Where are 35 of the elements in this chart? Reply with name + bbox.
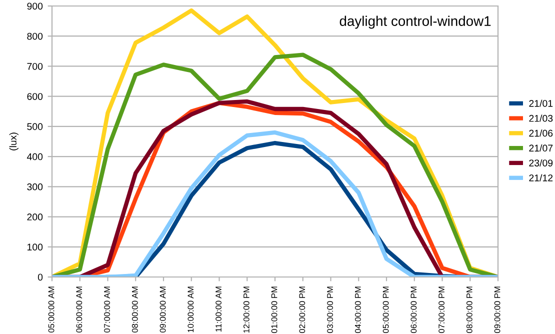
x-tick-label: 07:00:00 PM	[438, 286, 444, 333]
y-tick-label: 500	[27, 123, 43, 130]
x-tick-label: 09:00:00 AM	[160, 286, 166, 332]
legend-label: 21/03	[529, 114, 553, 122]
y-tick-label: 300	[27, 183, 43, 190]
y-tick-label: 600	[27, 93, 43, 100]
x-tick-label: 07:00:00 AM	[104, 286, 110, 332]
y-tick-label: 700	[27, 62, 43, 70]
x-tick-label: 03:00:00 PM	[327, 286, 333, 333]
legend-label: 21/06	[529, 130, 553, 137]
legend-label: 21/12	[529, 174, 553, 182]
x-tick-label: 01:00:00 PM	[271, 286, 278, 333]
x-tick-label: 08:00:00 AM	[132, 286, 138, 332]
x-tick-label: 12:00:00 PM	[243, 286, 250, 333]
y-tick-label: 800	[27, 32, 43, 40]
y-tick-label: 0	[38, 274, 43, 281]
legend-label: 21/07	[529, 144, 553, 152]
x-tick-label: 06:00:00 PM	[410, 286, 417, 333]
legend-label: 23/09	[529, 159, 553, 166]
x-tick-label: 09:00:00 PM	[494, 286, 500, 333]
y-axis-title: (lux)	[9, 132, 18, 150]
x-tick-label: 02:00:00 PM	[299, 286, 306, 333]
y-tick-label: 400	[26, 153, 43, 160]
x-tick-label: 10:00:00 AM	[188, 286, 194, 332]
x-tick-label: 08:00:00 PM	[466, 286, 472, 333]
y-tick-label: 100	[27, 244, 43, 251]
legend-label: 21/01	[529, 100, 553, 107]
x-tick-label: 04:00:00 PM	[354, 286, 361, 333]
x-tick-label: 05:00:00 AM	[48, 286, 54, 332]
y-tick-label: 900	[27, 2, 43, 10]
x-tick-label: 05:00:00 PM	[382, 286, 389, 333]
x-tick-label: 11:00:00 AM	[216, 286, 222, 332]
text: daylight control-window1	[340, 16, 491, 29]
x-tick-label: 06:00:00 AM	[76, 286, 82, 332]
y-tick-label: 200	[27, 214, 43, 220]
